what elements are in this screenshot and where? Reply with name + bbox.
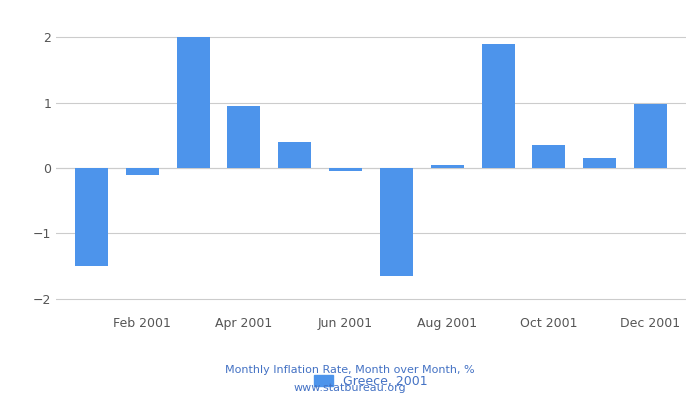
Bar: [228, 106, 260, 168]
Bar: [279, 142, 312, 168]
Bar: [532, 145, 566, 168]
Legend: Greece, 2001: Greece, 2001: [309, 370, 433, 393]
Bar: [126, 168, 159, 174]
Bar: [430, 165, 463, 168]
Bar: [380, 168, 413, 276]
Bar: [75, 168, 108, 266]
Bar: [634, 104, 667, 168]
Bar: [329, 168, 362, 171]
Text: www.statbureau.org: www.statbureau.org: [294, 383, 406, 393]
Bar: [583, 158, 616, 168]
Bar: [176, 37, 210, 168]
Text: Monthly Inflation Rate, Month over Month, %: Monthly Inflation Rate, Month over Month…: [225, 365, 475, 375]
Bar: [482, 44, 514, 168]
